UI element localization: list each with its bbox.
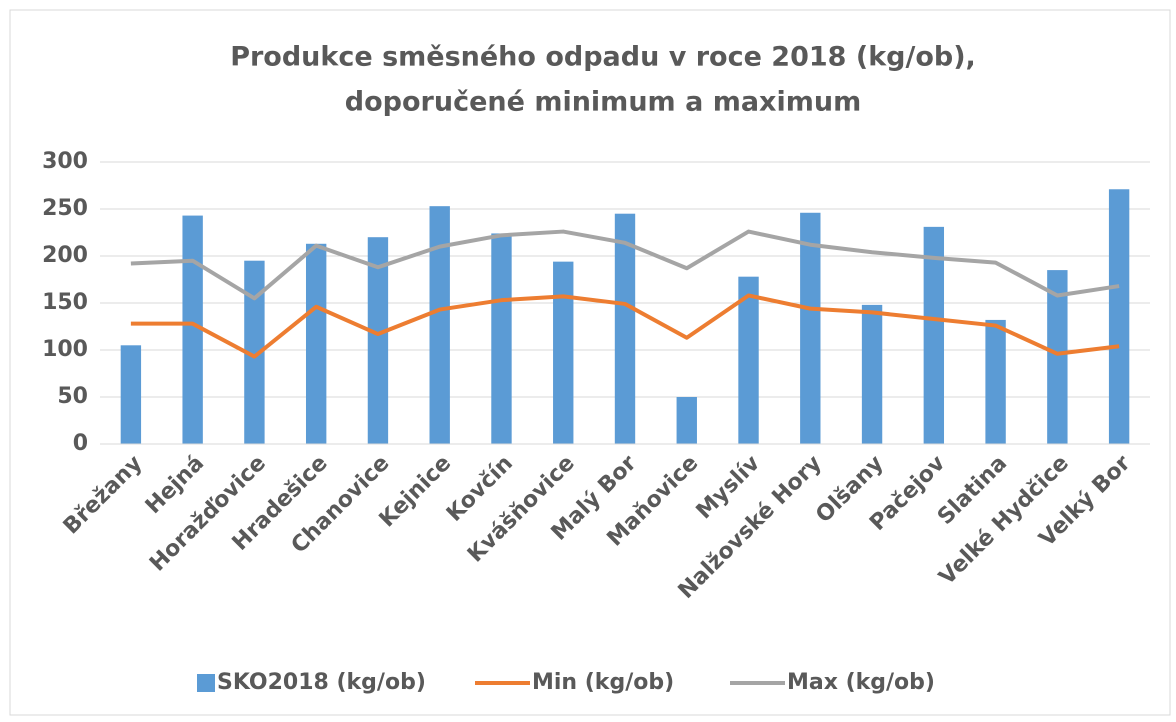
bar <box>800 212 821 444</box>
legend-swatch <box>197 674 215 692</box>
legend-label: Min (kg/ob) <box>532 670 674 695</box>
bar <box>614 213 636 444</box>
legend-label: Max (kg/ob) <box>787 670 935 695</box>
bar <box>553 261 574 444</box>
bar <box>1047 270 1068 444</box>
y-tick-label: 50 <box>57 384 88 409</box>
y-tick-label: 250 <box>42 196 88 221</box>
y-tick-label: 200 <box>42 243 88 268</box>
bar <box>429 206 450 444</box>
bar <box>244 260 265 444</box>
bar <box>923 226 945 444</box>
line <box>130 293 1120 359</box>
chart-subtitle: doporučené minimum a maximum <box>345 87 861 118</box>
bar <box>738 276 759 444</box>
bar <box>676 397 697 444</box>
chart-title: Produkce směsného odpadu v roce 2018 (kg… <box>230 42 976 73</box>
bar <box>367 237 389 444</box>
y-tick-label: 150 <box>42 290 88 315</box>
bar <box>182 215 203 444</box>
bar <box>1108 189 1130 444</box>
bar <box>120 345 142 444</box>
bar <box>861 304 883 444</box>
legend-label: SKO2018 (kg/ob) <box>217 670 426 695</box>
bar <box>985 319 1006 444</box>
bar <box>491 233 512 444</box>
y-tick-label: 100 <box>42 337 88 362</box>
chart-border <box>9 9 1171 716</box>
line <box>130 229 1120 301</box>
bar <box>305 243 327 444</box>
y-tick-label: 300 <box>42 149 88 174</box>
y-tick-label: 0 <box>73 431 88 456</box>
